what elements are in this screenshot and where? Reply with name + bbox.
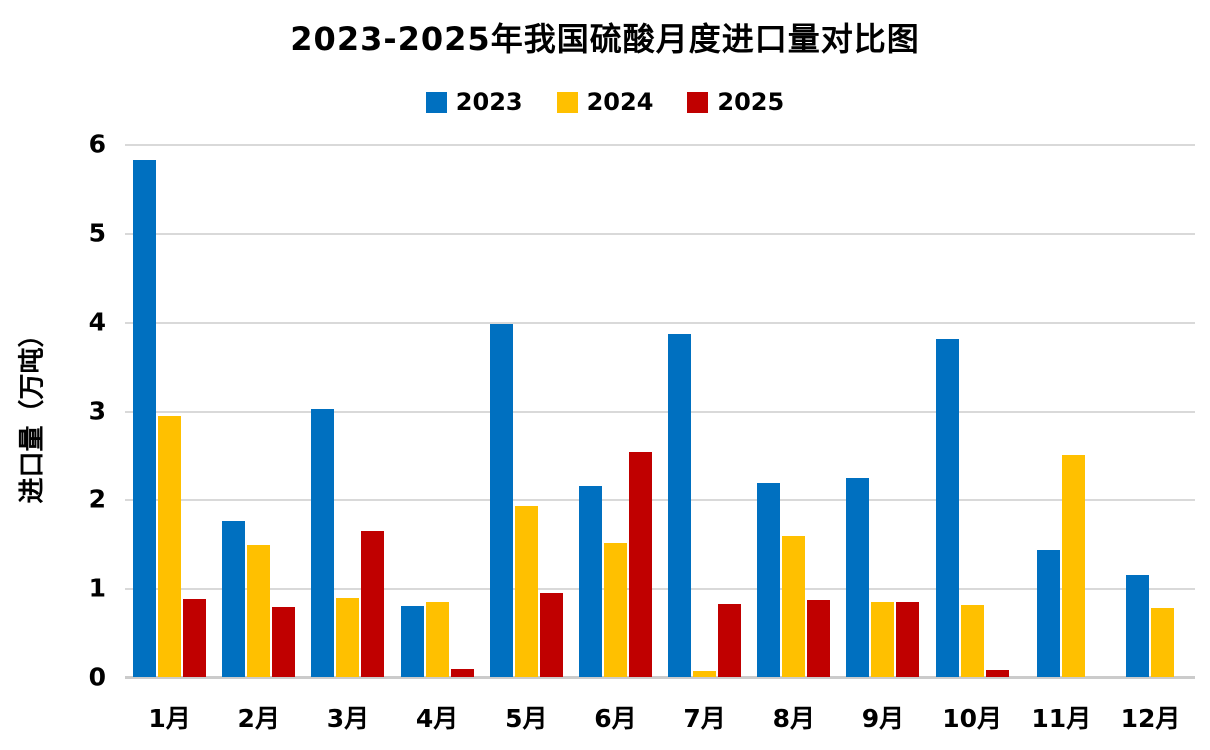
bar-2023-11月: [1037, 549, 1061, 677]
x-tick-label: 6月: [594, 704, 637, 733]
gridline: [125, 410, 1195, 413]
x-axis-labels: 1月 2月 3月 4月 5月 6月 7月 8月 9月 10月 11月 12月: [125, 699, 1195, 735]
bar-group-8月: [749, 144, 838, 677]
bar-2025-9月: [896, 602, 920, 677]
x-tick-label: 4月: [415, 704, 459, 733]
bar-2023-5月: [489, 324, 513, 677]
x-tick-label: 7月: [683, 704, 726, 733]
bar-2025-6月: [628, 452, 652, 677]
legend-label: 2024: [586, 88, 654, 116]
x-tick-label: 10月: [942, 704, 1003, 733]
bar-2025-7月: [718, 604, 742, 677]
bar-2023-2月: [222, 520, 246, 677]
bar-group-11月: [1017, 144, 1106, 677]
gridline: [125, 232, 1195, 235]
x-tick-label: 9月: [861, 704, 905, 733]
gridline: [125, 588, 1195, 591]
bar-groups: [125, 144, 1195, 677]
bar-2023-3月: [311, 408, 335, 677]
bar-2024-10月: [960, 605, 984, 677]
bar-2024-4月: [425, 601, 449, 677]
legend-swatch-icon: [687, 91, 709, 113]
bar-2023-4月: [400, 605, 424, 677]
x-tick-label: 3月: [326, 704, 370, 733]
bar-2024-6月: [603, 542, 627, 677]
legend-item-2024: 2024: [556, 88, 654, 116]
bar-2025-1月: [183, 598, 207, 677]
bar-2023-1月: [133, 160, 157, 677]
bar-2025-3月: [361, 531, 385, 677]
y-tick-label: 3: [88, 395, 106, 425]
legend-swatch-icon: [556, 91, 578, 113]
y-tick-label: 4: [88, 306, 106, 336]
bar-2025-2月: [272, 606, 296, 677]
bar-2024-11月: [1062, 454, 1086, 677]
bar-group-4月: [393, 144, 482, 677]
gridline: [125, 499, 1195, 502]
bar-2023-12月: [1126, 574, 1150, 677]
bar-group-7月: [660, 144, 749, 677]
bar-2024-9月: [871, 602, 895, 677]
bar-2025-4月: [450, 669, 474, 677]
chart-legend: 2023 2024 2025: [0, 88, 1210, 116]
bar-2024-2月: [247, 544, 271, 677]
bar-group-12月: [1106, 144, 1195, 677]
bar-group-1月: [125, 144, 214, 677]
y-tick-label: 6: [88, 129, 106, 159]
bar-2023-9月: [846, 478, 870, 677]
x-tick-label: 2月: [237, 704, 280, 733]
y-tick-label: 2: [88, 484, 106, 514]
bar-2023-8月: [757, 483, 781, 677]
bar-2024-1月: [158, 415, 182, 677]
gridline: [125, 144, 1195, 146]
y-tick-label: 5: [88, 218, 106, 248]
bar-group-5月: [482, 144, 571, 677]
bar-2024-7月: [693, 670, 717, 677]
x-tick-label: 1月: [148, 704, 191, 733]
legend-label: 2023: [455, 88, 523, 116]
bar-group-3月: [303, 144, 392, 677]
legend-label: 2025: [717, 88, 785, 116]
legend-item-2025: 2025: [687, 88, 784, 116]
bar-group-9月: [838, 144, 927, 677]
bar-2023-7月: [668, 334, 692, 677]
x-tick-label: 8月: [772, 704, 815, 733]
bar-2023-6月: [578, 486, 602, 677]
x-axis-line: [125, 676, 1195, 679]
legend-item-2023: 2023: [425, 88, 523, 116]
bar-2024-3月: [336, 597, 360, 677]
bar-2024-12月: [1151, 607, 1175, 677]
bar-2024-5月: [514, 505, 538, 677]
gridline: [125, 321, 1195, 324]
bar-2025-5月: [539, 592, 563, 677]
legend-swatch-icon: [425, 91, 447, 113]
y-tick-label: 0: [88, 662, 106, 692]
bar-group-2月: [214, 144, 303, 677]
bar-group-10月: [928, 144, 1017, 677]
bar-2025-10月: [985, 669, 1009, 677]
bar-group-6月: [571, 144, 660, 677]
x-tick-label: 12月: [1120, 704, 1181, 733]
bar-2025-8月: [807, 599, 831, 677]
plot-area: [125, 144, 1195, 679]
bar-2023-10月: [935, 339, 959, 677]
chart-title: 2023-2025年我国硫酸月度进口量对比图: [290, 20, 920, 58]
x-tick-label: 5月: [505, 704, 548, 733]
bar-2024-8月: [782, 535, 806, 677]
x-tick-label: 11月: [1031, 704, 1092, 733]
y-tick-label: 1: [88, 573, 106, 603]
